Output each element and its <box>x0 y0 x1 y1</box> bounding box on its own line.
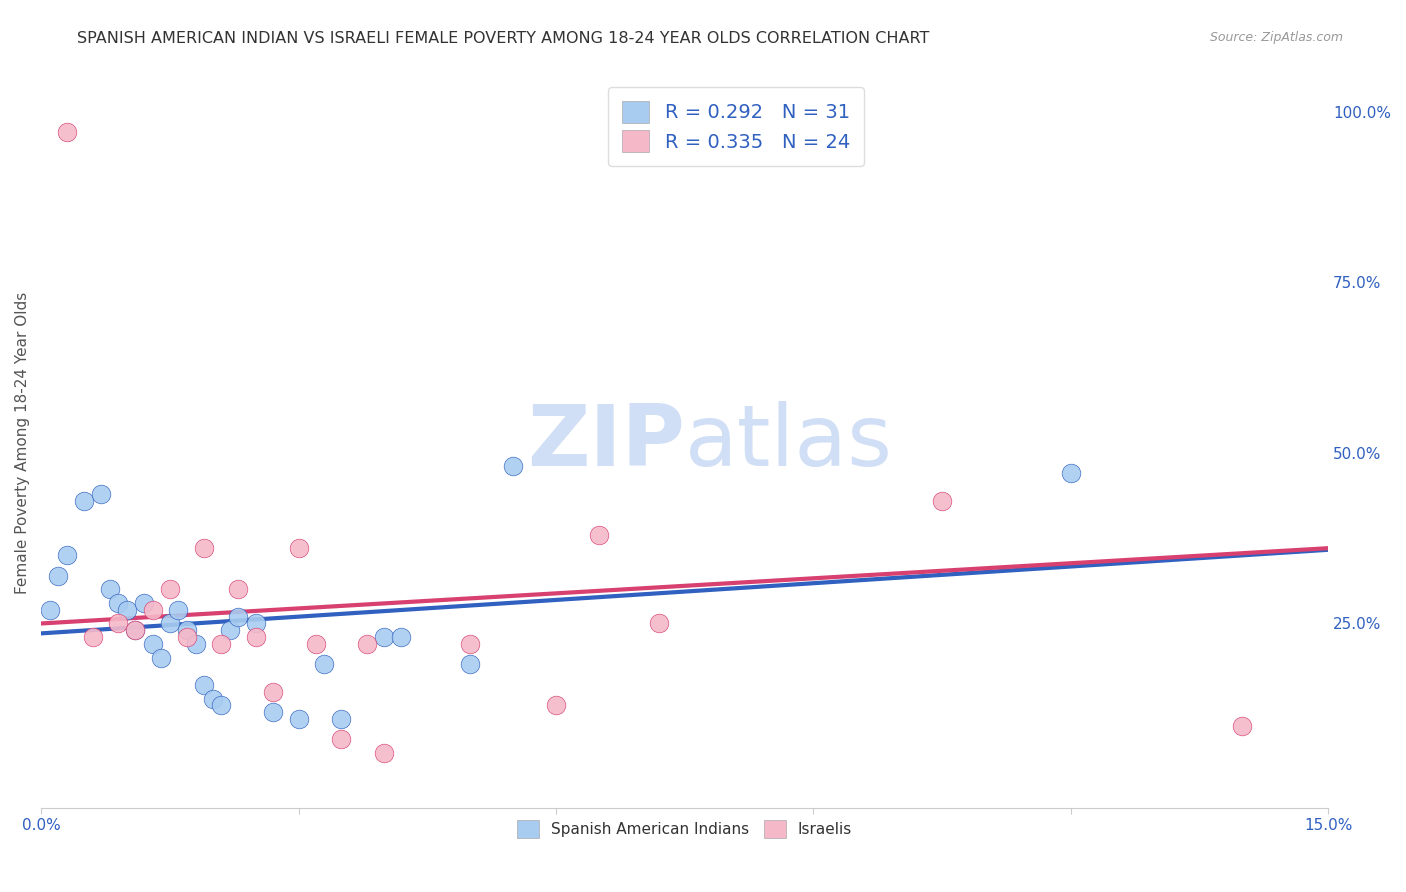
Point <box>287 541 309 556</box>
Point <box>391 630 413 644</box>
Point <box>46 568 69 582</box>
Point <box>228 609 250 624</box>
Point <box>142 603 165 617</box>
Point <box>107 596 129 610</box>
Point <box>159 616 181 631</box>
Text: SPANISH AMERICAN INDIAN VS ISRAELI FEMALE POVERTY AMONG 18-24 YEAR OLDS CORRELAT: SPANISH AMERICAN INDIAN VS ISRAELI FEMAL… <box>77 31 929 46</box>
Point <box>1060 467 1083 481</box>
Point <box>115 603 138 617</box>
Point <box>56 548 79 562</box>
Point <box>107 616 129 631</box>
Point <box>330 712 353 726</box>
Point <box>193 678 215 692</box>
Point <box>330 732 353 747</box>
Point <box>262 684 284 698</box>
Point <box>502 459 524 474</box>
Point <box>287 712 309 726</box>
Point <box>193 541 215 556</box>
Point <box>305 637 328 651</box>
Point <box>90 487 112 501</box>
Point <box>38 603 60 617</box>
Point <box>124 624 146 638</box>
Point <box>184 637 207 651</box>
Text: Source: ZipAtlas.com: Source: ZipAtlas.com <box>1209 31 1343 45</box>
Point <box>373 630 395 644</box>
Point <box>1232 719 1254 733</box>
Point <box>209 698 232 713</box>
Point <box>73 493 96 508</box>
Point <box>98 582 121 597</box>
Text: ZIP: ZIP <box>527 401 685 484</box>
Point <box>458 657 481 672</box>
Point <box>262 705 284 719</box>
Legend: Spanish American Indians, Israelis: Spanish American Indians, Israelis <box>510 814 858 844</box>
Point <box>176 630 198 644</box>
Point <box>124 624 146 638</box>
Text: atlas: atlas <box>685 401 893 484</box>
Point <box>82 630 104 644</box>
Point <box>159 582 181 597</box>
Point <box>458 637 481 651</box>
Point <box>314 657 336 672</box>
Point <box>648 616 671 631</box>
Point <box>245 630 267 644</box>
Point <box>228 582 250 597</box>
Point <box>588 527 610 541</box>
Y-axis label: Female Poverty Among 18-24 Year Olds: Female Poverty Among 18-24 Year Olds <box>15 292 30 594</box>
Point <box>373 746 395 760</box>
Point <box>218 624 240 638</box>
Point <box>167 603 190 617</box>
Point <box>142 637 165 651</box>
Point <box>931 493 953 508</box>
Point <box>201 691 224 706</box>
Point <box>132 596 155 610</box>
Point <box>356 637 378 651</box>
Point <box>176 624 198 638</box>
Point <box>56 125 79 139</box>
Point <box>544 698 567 713</box>
Point <box>245 616 267 631</box>
Point <box>150 650 173 665</box>
Point <box>209 637 232 651</box>
